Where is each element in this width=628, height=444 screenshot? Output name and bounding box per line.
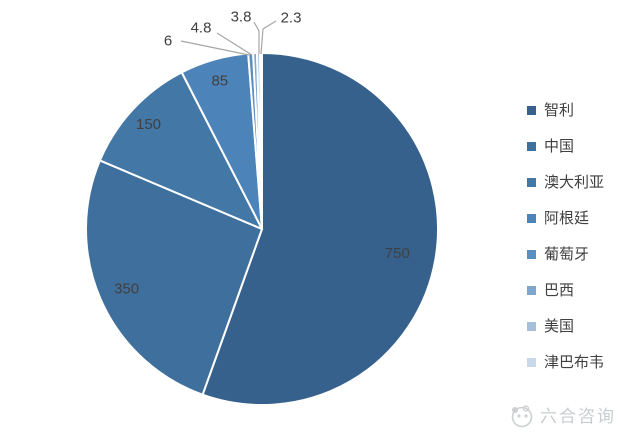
legend-label: 津巴布韦 <box>544 353 605 371</box>
legend: 智利中国澳大利亚阿根廷葡萄牙巴西美国津巴布韦 <box>527 92 604 380</box>
legend-label: 阿根廷 <box>544 209 590 227</box>
legend-marker <box>527 357 536 367</box>
legend-marker <box>527 105 536 115</box>
legend-marker <box>527 141 536 151</box>
legend-item-3: 阿根廷 <box>527 200 604 236</box>
leader-line <box>260 20 277 55</box>
legend-item-4: 葡萄牙 <box>527 236 604 272</box>
liuhe-panda-logo-icon <box>511 405 533 428</box>
pie-slice-2 <box>98 71 263 230</box>
slice-value-label: 2.3 <box>281 9 302 26</box>
slice-value-label: 150 <box>136 116 161 133</box>
slice-value-label: 6 <box>164 32 172 49</box>
legend-label: 澳大利亚 <box>544 173 605 191</box>
slice-value-label: 350 <box>114 281 139 298</box>
leader-line <box>253 21 260 54</box>
legend-marker <box>527 321 536 331</box>
slice-value-label: 3.8 <box>231 8 252 25</box>
legend-marker <box>527 177 536 187</box>
pie-slice-0 <box>201 52 439 406</box>
slice-value-label: 750 <box>385 245 410 262</box>
legend-item-7: 津巴布韦 <box>527 344 604 380</box>
watermark-text: 六合咨询 <box>540 406 616 426</box>
legend-marker <box>527 285 536 295</box>
legend-item-5: 巴西 <box>527 272 604 308</box>
slice-value-label: 85 <box>211 72 228 89</box>
legend-label: 巴西 <box>544 281 575 299</box>
legend-marker <box>527 249 536 259</box>
legend-label: 智利 <box>544 101 575 119</box>
legend-label: 美国 <box>544 317 575 335</box>
leader-line <box>180 40 250 56</box>
slice-value-label: 4.8 <box>191 19 212 36</box>
legend-item-1: 中国 <box>527 128 604 164</box>
legend-item-6: 美国 <box>527 308 604 344</box>
legend-item-0: 智利 <box>527 92 604 128</box>
legend-label: 中国 <box>544 137 575 155</box>
pie-slice-1 <box>85 159 263 396</box>
legend-marker <box>527 213 536 223</box>
leader-line <box>216 32 253 56</box>
legend-item-2: 澳大利亚 <box>527 164 604 200</box>
legend-label: 葡萄牙 <box>544 245 590 263</box>
watermark: 六合咨询 <box>506 401 616 431</box>
